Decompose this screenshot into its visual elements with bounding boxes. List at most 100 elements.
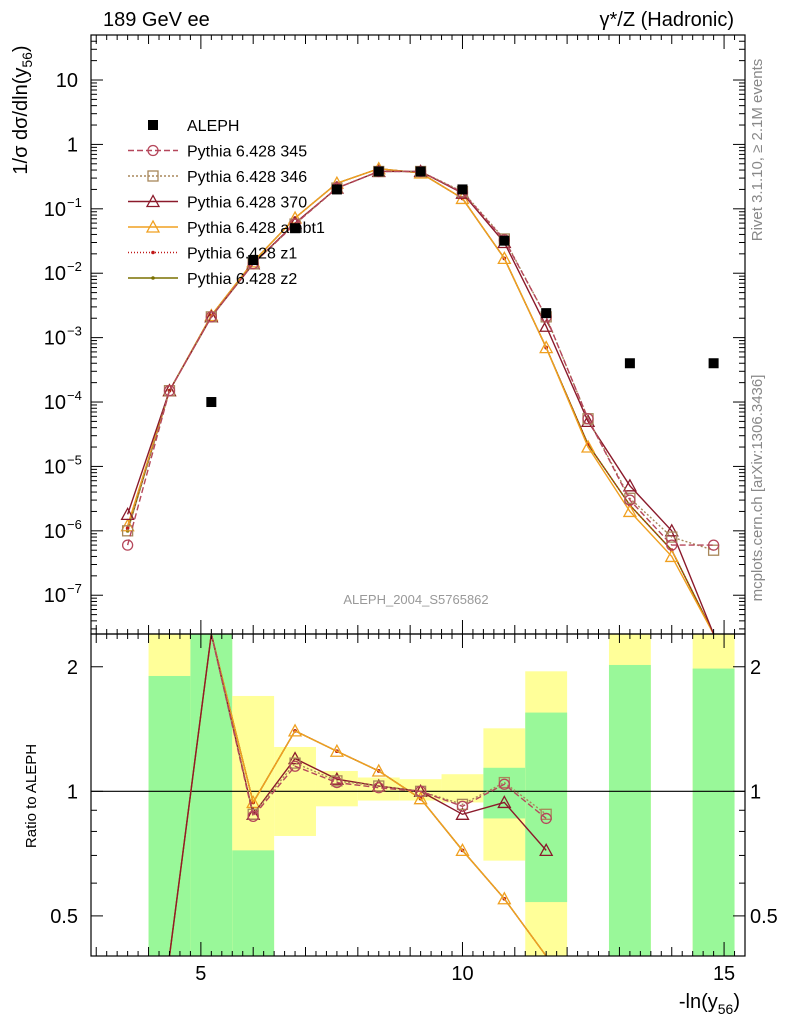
main-point-ambt1-9 (497, 251, 512, 265)
main-point-p346-13 (666, 531, 678, 543)
main-ytick-label-0: 10 (44, 585, 66, 607)
band-outer-5 (357, 777, 400, 801)
legend-marker-z2 (151, 276, 155, 280)
band-inner-0 (148, 675, 191, 956)
main-point-data-2 (206, 397, 217, 408)
legend-entry-p346: Pythia 6.428 346 (128, 169, 307, 186)
legend-marker-data (148, 120, 158, 130)
ratio-point-p345-8 (456, 800, 469, 812)
ratio-point-ambt1-4 (287, 723, 303, 737)
legend-entry-z2: Pythia 6.428 z2 (128, 271, 297, 288)
main-ytick-label-1: 10 (44, 521, 66, 543)
ratio-series-layer (168, 633, 554, 957)
main-point-p345-14 (707, 539, 720, 551)
header-left-label: 189 GeV ee (103, 9, 210, 31)
ratio-point-p345-7 (414, 785, 427, 797)
legend-label-p345: Pythia 6.428 345 (187, 144, 307, 161)
xtick-label-0: 5 (195, 963, 206, 985)
main-series-layer (120, 161, 720, 635)
ratio-point-p345-5 (331, 776, 343, 789)
legend-label-p346: Pythia 6.428 346 (187, 169, 307, 186)
main-ytick-exp-5: −2 (67, 259, 82, 274)
main-point-data-10 (541, 308, 552, 319)
legend-entry-data: ALEPH (148, 118, 239, 135)
main-point-data-4 (290, 223, 301, 234)
band-inner-11 (692, 668, 735, 956)
ratio-point-p345-10 (540, 812, 552, 825)
main-point-p370-13 (664, 523, 679, 537)
legend-entry-p345: Pythia 6.428 345 (128, 144, 307, 161)
legend-label-z2: Pythia 6.428 z2 (187, 271, 297, 288)
ratio-ytick-label-r-0: 0.5 (750, 906, 778, 928)
main-point-data-7 (415, 166, 426, 177)
legend-entry-z1: Pythia 6.428 z1 (128, 246, 297, 263)
main-ytick-label-3: 10 (44, 392, 66, 414)
ratio-point-ambt1-6 (371, 763, 386, 777)
x-axis-label: -ln(y56) (679, 991, 740, 1017)
main-ytick-label-2: 10 (44, 456, 66, 478)
ratio-point-ambt1-9 (497, 891, 512, 905)
ratio-ytick-label-1: 1 (67, 781, 78, 803)
main-point-p345-12 (624, 494, 636, 506)
legend-label-p370: Pythia 6.428 370 (187, 195, 307, 212)
ratio-series-p345 (210, 633, 552, 825)
ratio-ytick-label-r-1: 1 (750, 781, 761, 803)
main-point-p345-11 (582, 413, 594, 425)
legend-marker-p370 (145, 194, 161, 208)
xtick-label-1: 10 (451, 963, 473, 985)
ratio-point-p346-4 (289, 757, 301, 769)
main-point-data-14 (708, 358, 719, 369)
main-ytick-exp-4: −3 (67, 324, 82, 339)
main-point-p345-13 (666, 539, 678, 551)
ratio-line-p345 (210, 633, 547, 819)
main-ytick-exp-1: −6 (67, 517, 82, 532)
legend-label-z1: Pythia 6.428 z1 (187, 246, 297, 263)
main-ytick-label-5: 10 (44, 263, 66, 285)
main-point-ambt1-10 (539, 340, 554, 354)
ratio-y-axis-label: Ratio to ALEPH (23, 744, 40, 848)
rivet-label: Rivet 3.1.10, ≥ 2.1M events (749, 59, 766, 242)
main-point-p370-12 (622, 478, 637, 492)
ratio-ytick-label-2: 2 (67, 657, 78, 679)
ratio-series-ambt1 (168, 633, 547, 957)
main-point-data-12 (624, 358, 635, 369)
ratio-line-p346 (210, 633, 547, 816)
analysis-watermark: ALEPH_2004_S5765862 (343, 592, 488, 607)
legend-label-ambt1: Pythia 6.428 ambt1 (187, 220, 325, 237)
legend-marker-p345 (147, 144, 159, 157)
ratio-ytick-label-r-2: 2 (750, 657, 761, 679)
legend-marker-p346 (147, 170, 159, 182)
ratio-point-p370-8 (455, 806, 470, 820)
legend-marker-z1 (151, 250, 155, 255)
main-series-data (206, 166, 719, 408)
main-point-data-3 (248, 255, 259, 266)
xtick-label-2: 15 (713, 963, 735, 985)
ratio-point-ambt1-7 (413, 791, 428, 805)
main-point-data-6 (373, 166, 384, 177)
ratio-frame (90, 633, 746, 957)
main-y-axis-label: 1/σ dσ/dln(y56) (10, 45, 35, 174)
ratio-point-p370-9 (497, 795, 512, 809)
ratio-point-ambt1-5 (329, 743, 344, 757)
band-inner-8 (483, 767, 526, 819)
band-inner-10 (608, 664, 651, 956)
main-ytick-label-8: 10 (56, 70, 78, 92)
legend-entry-ambt1: Pythia 6.428 ambt1 (128, 219, 325, 237)
ratio-ytick-label-0: 0.5 (50, 906, 78, 928)
main-point-p370-11 (580, 414, 596, 428)
main-ytick-exp-6: −1 (67, 195, 82, 210)
ratio-point-p345-6 (373, 782, 385, 794)
main-ytick-label-4: 10 (44, 328, 66, 350)
main-point-data-5 (331, 184, 342, 195)
band-inner-2 (232, 850, 275, 956)
main-line-p346 (126, 170, 714, 551)
band-inner-1 (190, 634, 233, 956)
main-ytick-exp-3: −4 (67, 388, 82, 403)
main-point-p346-0 (121, 525, 134, 537)
main-point-ambt1-12 (622, 504, 637, 518)
main-point-p345-1 (163, 385, 176, 397)
ratio-line-ambt1 (168, 633, 547, 957)
main-point-p345-0 (121, 539, 134, 551)
header-right-label: γ*/Z (Hadronic) (600, 9, 734, 31)
